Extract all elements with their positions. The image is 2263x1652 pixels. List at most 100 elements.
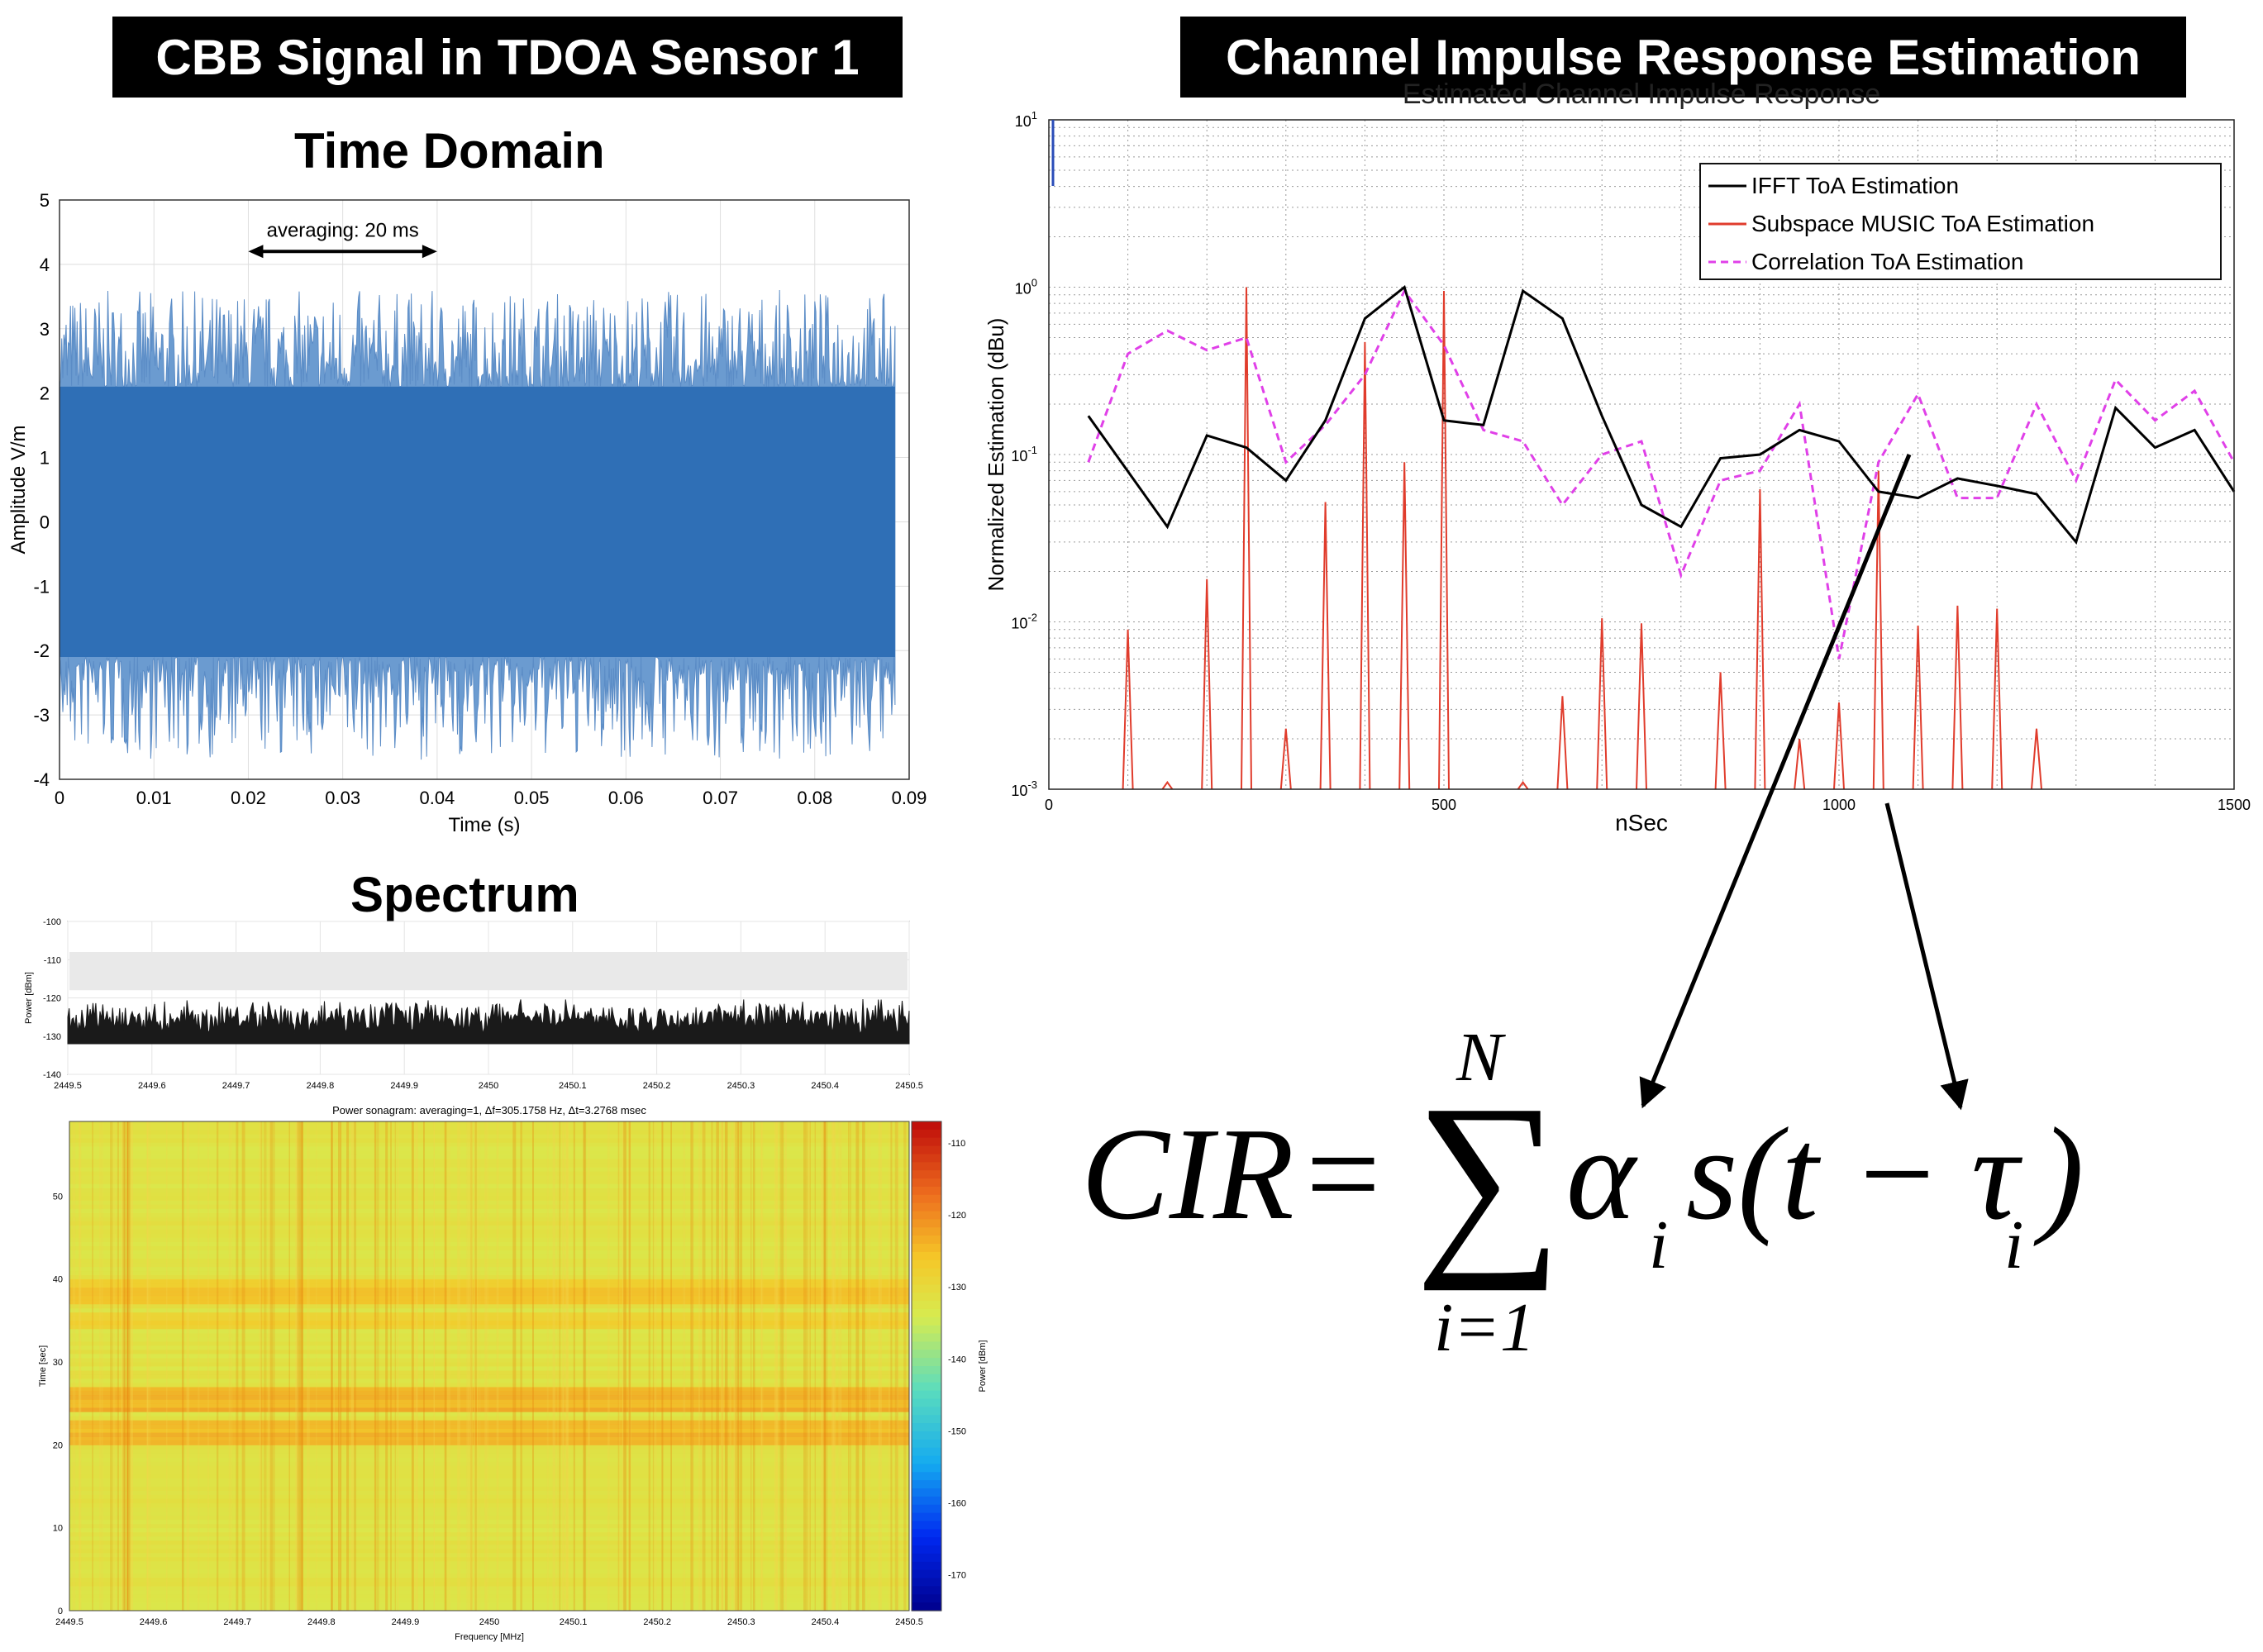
sonagram-row (69, 1585, 909, 1591)
sonagram-streak (724, 1121, 728, 1611)
sonagram-streak (228, 1121, 231, 1611)
colorbar-segment (912, 1423, 941, 1432)
y-tick-label: -100 (43, 917, 61, 927)
sonagram-streak (557, 1121, 559, 1611)
colorbar-segment (912, 1121, 941, 1131)
x-tick-label: 1000 (1822, 797, 1856, 813)
sonagram-streak (760, 1121, 763, 1611)
sonagram-row (69, 1366, 909, 1371)
sonagram-row (69, 1138, 909, 1143)
colorbar-segment (912, 1202, 941, 1212)
sonagram-streak (824, 1121, 826, 1611)
music-spike (1991, 608, 2003, 790)
sonagram-streak (216, 1121, 219, 1611)
sonagram-streak (331, 1121, 333, 1611)
x-tick-label: 2450.3 (727, 1081, 755, 1091)
x-tick-label: 2450.2 (643, 1617, 671, 1627)
sonagram-streak (839, 1121, 841, 1611)
music-spike (1556, 696, 1569, 790)
y-tick-label: 50 (53, 1192, 63, 1202)
sonagram-row (69, 1432, 909, 1437)
sonagram-title: Power sonagram: averaging=1, Δf=305.1758… (332, 1104, 646, 1116)
sonagram-row (69, 1254, 909, 1259)
sonagram-streak (486, 1121, 489, 1611)
sonagram-streak (628, 1121, 631, 1611)
sonagram-streak (231, 1121, 233, 1611)
sonagram-row (69, 1457, 909, 1462)
x-tick-label: 1500 (2218, 797, 2251, 813)
sonagram-row (69, 1490, 909, 1496)
sonagram-streak (720, 1121, 724, 1611)
sum-symbol: ∑ (1415, 1063, 1563, 1292)
x-tick-label: 0.08 (797, 788, 832, 808)
sonagram-row (69, 1332, 909, 1338)
colorbar-segment (912, 1170, 941, 1179)
sonagram-streak (241, 1121, 245, 1611)
plot-frame (69, 1121, 910, 1612)
sonagram-streak (374, 1121, 377, 1611)
x-axis-label: Time (s) (448, 814, 520, 836)
sonagram-streak (711, 1121, 713, 1611)
sonagram-row (69, 1412, 909, 1416)
sonagram-row (69, 1163, 909, 1168)
y-tick-label: 30 (53, 1358, 63, 1368)
sonagram-streak (563, 1121, 565, 1611)
y-tick-label: -2 (33, 640, 50, 661)
sonagram-row (69, 1465, 909, 1470)
sonagram-streak (264, 1121, 267, 1611)
sonagram-streak (433, 1121, 436, 1611)
sonagram-streak (583, 1121, 586, 1611)
alpha-symbol: α (1566, 1100, 1636, 1247)
sonagram-streak (654, 1121, 657, 1611)
sonagram-streak (888, 1121, 890, 1611)
legend-box (1699, 163, 2222, 280)
colorbar-segment (912, 1333, 941, 1342)
sonagram-streak (339, 1121, 341, 1611)
y-tick-label: -1 (33, 576, 50, 597)
colorbar-frame (911, 1121, 942, 1612)
sonagram-streak (776, 1121, 779, 1611)
colorbar-segment (912, 1439, 941, 1449)
colorbar-segment (912, 1276, 941, 1285)
x-tick-label: 0.03 (325, 788, 360, 808)
sonagram-row (69, 1175, 909, 1180)
sonagram-streak (729, 1121, 731, 1611)
sonagram-streak (702, 1121, 706, 1611)
colorbar-segment (912, 1578, 941, 1587)
signal-dense-band (60, 386, 895, 658)
x-tick-label: 0.07 (703, 788, 738, 808)
x-tick-label: 2449.6 (140, 1617, 168, 1627)
sonagram-streak (415, 1121, 418, 1611)
colorbar-segment (912, 1512, 941, 1522)
sonagram-streak (299, 1121, 303, 1611)
sonagram-streak (623, 1121, 626, 1611)
sonagram-row (69, 1250, 909, 1255)
sonagram-row (69, 1523, 909, 1529)
sonagram-streak (469, 1121, 474, 1611)
sonagram-streak (737, 1121, 740, 1611)
sonagram-row (69, 1494, 909, 1500)
x-tick-label: 500 (1432, 797, 1456, 813)
averaging-arrow-left-head (248, 245, 264, 259)
sonagram-row (69, 1188, 909, 1193)
sonagram-row (69, 1258, 909, 1264)
sonagram-streak (736, 1121, 739, 1611)
sonagram-streak (752, 1121, 755, 1611)
x-tick-label: 2449.6 (138, 1081, 166, 1091)
colorbar-segment (912, 1496, 941, 1506)
sonagram-row (69, 1602, 909, 1607)
sonagram-streak (385, 1121, 388, 1611)
cir-chart: Estimated Channel Impulse Response 0 500 10… (984, 83, 2251, 836)
colorbar-segment (912, 1244, 941, 1253)
sonagram-row (69, 1403, 909, 1408)
sonagram-row (69, 1237, 909, 1242)
sonagram-row (69, 1535, 909, 1541)
x-tick-label: 0 (1045, 797, 1053, 813)
x-tick-label: 0.06 (608, 788, 644, 808)
tau-symbol: τ (1971, 1100, 2019, 1247)
sonagram-row (69, 1262, 909, 1268)
sonagram-streak (394, 1121, 396, 1611)
sonagram-streak (259, 1121, 261, 1611)
colorbar-segment (912, 1308, 941, 1318)
sonagram-row (69, 1324, 909, 1330)
